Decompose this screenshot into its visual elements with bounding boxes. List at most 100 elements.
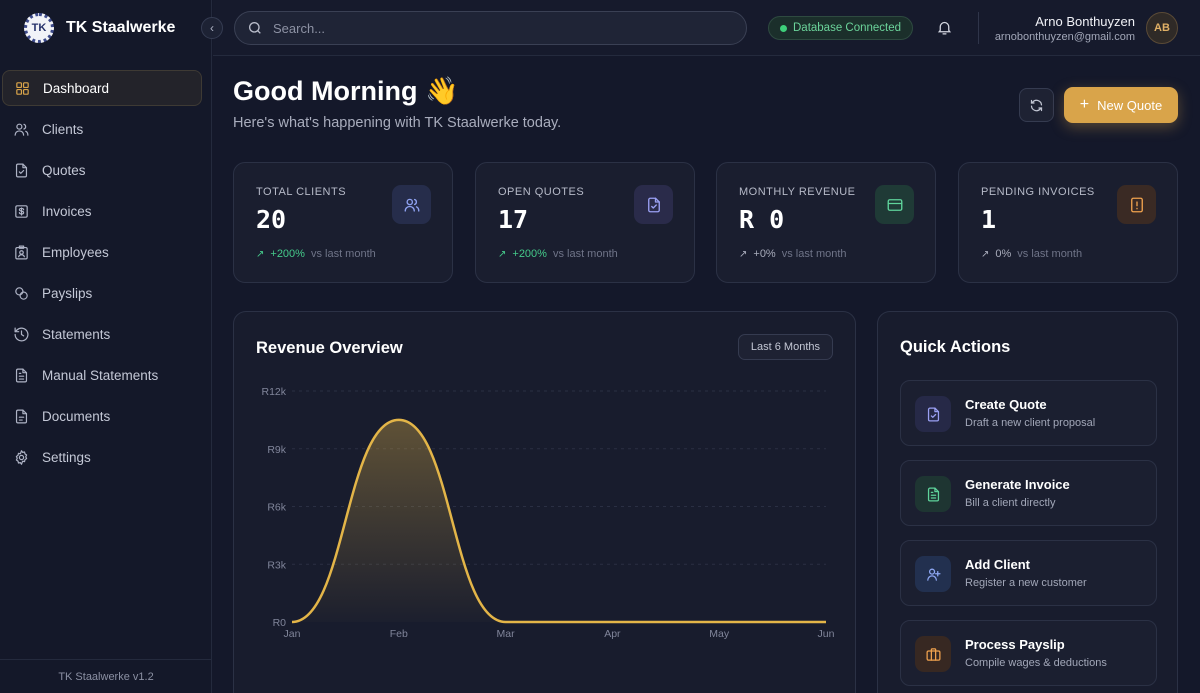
- brand-name: TK Staalwerke: [66, 19, 176, 36]
- y-tick-label: R9k: [267, 444, 286, 456]
- x-tick-label: May: [709, 628, 730, 640]
- alert-document-icon: [1117, 185, 1156, 224]
- document-check-icon: [915, 396, 951, 432]
- stat-trend: ↗ 0% vs last month: [981, 248, 1082, 260]
- revenue-area: [292, 419, 826, 622]
- y-tick-label: R6k: [267, 502, 286, 514]
- quick-actions-card: Quick Actions Create Quote Draft a new cl…: [877, 311, 1178, 693]
- y-tick-label: R3k: [267, 559, 286, 571]
- trending-icon: ↗: [981, 248, 990, 260]
- sidebar-item-invoices[interactable]: Invoices: [2, 193, 202, 229]
- stat-value: 20: [256, 205, 287, 234]
- topbar: Database Connected Arno Bonthuyzen arnob…: [213, 0, 1200, 56]
- refresh-button[interactable]: [1019, 88, 1054, 122]
- trend-note: vs last month: [1017, 248, 1083, 260]
- quick-action-description: Bill a client directly: [965, 497, 1056, 509]
- stat-card-pending-invoices: PENDING INVOICES 1 ↗ 0% vs last month: [958, 162, 1178, 283]
- x-tick-label: Jun: [818, 628, 835, 640]
- sidebar-item-documents[interactable]: Documents: [2, 398, 202, 434]
- sidebar-item-statements[interactable]: Statements: [2, 316, 202, 352]
- refresh-icon: [1030, 99, 1043, 111]
- stat-card-monthly-revenue: MONTHLY REVENUE R 0 ↗ +0% vs last month: [716, 162, 936, 283]
- trend-note: vs last month: [310, 248, 376, 260]
- history-icon: [12, 325, 30, 343]
- database-status-text: Database Connected: [793, 22, 902, 34]
- stat-label: MONTHLY REVENUE: [739, 186, 856, 198]
- sidebar-item-label: Invoices: [42, 203, 92, 219]
- quick-action-create-quote[interactable]: Create Quote Draft a new client proposal: [900, 380, 1157, 446]
- sidebar-item-label: Payslips: [42, 285, 93, 301]
- chart-title: Revenue Overview: [256, 339, 403, 357]
- page-subtitle: Here's what's happening with TK Staalwer…: [233, 115, 562, 131]
- quick-action-label: Process Payslip: [965, 637, 1065, 652]
- quick-action-label: Create Quote: [965, 397, 1047, 412]
- stat-value: 17: [498, 205, 529, 234]
- x-tick-label: Feb: [390, 628, 408, 640]
- trend-value: 0%: [995, 248, 1012, 260]
- document-check-icon: [12, 161, 30, 179]
- document-icon: [12, 407, 30, 425]
- sidebar-item-label: Statements: [42, 326, 111, 342]
- badge-icon: [12, 243, 30, 261]
- user-avatar[interactable]: AB: [1146, 12, 1178, 44]
- stat-label: PENDING INVOICES: [981, 186, 1095, 198]
- search-input[interactable]: [273, 20, 713, 36]
- page-title: Good Morning 👋: [233, 76, 459, 106]
- quick-action-generate-invoice[interactable]: Generate Invoice Bill a client directly: [900, 460, 1157, 526]
- document-lines-icon: [12, 366, 30, 384]
- new-quote-button[interactable]: + New Quote: [1064, 87, 1178, 123]
- coins-icon: [12, 284, 30, 302]
- stat-label: OPEN QUOTES: [498, 186, 585, 198]
- sidebar-item-clients[interactable]: Clients: [2, 111, 202, 147]
- collapse-sidebar-button[interactable]: ‹: [201, 17, 223, 39]
- sidebar-nav: Dashboard Clients Quotes Invoices Employees P…: [0, 70, 212, 480]
- sidebar-item-dashboard[interactable]: Dashboard: [2, 70, 202, 106]
- briefcase-icon: [915, 636, 951, 672]
- sidebar-item-manual-statements[interactable]: Manual Statements: [2, 357, 202, 393]
- quick-action-label: Add Client: [965, 557, 1030, 572]
- sidebar-item-employees[interactable]: Employees: [2, 234, 202, 270]
- user-email: arnobonthuyzen@gmail.com: [994, 31, 1135, 43]
- sidebar: TK TK Staalwerke Dashboard Clients Quotes I…: [0, 0, 212, 693]
- search-box[interactable]: [234, 11, 747, 45]
- sidebar-item-label: Clients: [42, 121, 84, 137]
- sidebar-item-label: Documents: [42, 408, 111, 424]
- dollar-icon: [12, 202, 30, 220]
- notifications-button[interactable]: [934, 17, 954, 37]
- y-tick-label: R12k: [261, 386, 286, 398]
- stat-card-total-clients: TOTAL CLIENTS 20 ↗ +200% vs last month: [233, 162, 453, 283]
- stat-trend: ↗ +0% vs last month: [739, 248, 847, 260]
- sidebar-item-settings[interactable]: Settings: [2, 439, 202, 475]
- x-tick-label: Apr: [604, 628, 621, 640]
- sidebar-item-label: Employees: [42, 244, 109, 260]
- trending-icon: ↗: [256, 248, 265, 260]
- stat-trend: ↗ +200% vs last month: [498, 248, 618, 260]
- new-quote-label: New Quote: [1097, 97, 1163, 113]
- sidebar-item-payslips[interactable]: Payslips: [2, 275, 202, 311]
- trending-icon: ↗: [498, 248, 507, 260]
- search-icon: [249, 22, 261, 34]
- x-tick-label: Jan: [284, 628, 301, 640]
- sidebar-item-quotes[interactable]: Quotes: [2, 152, 202, 188]
- quick-action-description: Compile wages & deductions: [965, 657, 1107, 669]
- trend-value: +0%: [753, 248, 776, 260]
- revenue-chart: R0 R3k R6k R9k R12k Jan Feb Mar Apr May Jun: [261, 386, 835, 640]
- divider: [978, 12, 979, 44]
- sidebar-item-label: Settings: [42, 449, 91, 465]
- stat-card-open-quotes: OPEN QUOTES 17 ↗ +200% vs last month: [475, 162, 695, 283]
- revenue-overview-card: Revenue Overview Last 6 Months R0 R3k R6k R…: [233, 311, 856, 693]
- stat-value: R 0: [739, 205, 785, 234]
- x-tick-label: Mar: [497, 628, 516, 640]
- quick-action-process-payslip[interactable]: Process Payslip Compile wages & deduction…: [900, 620, 1157, 686]
- document-lines-icon: [915, 476, 951, 512]
- trend-note: vs last month: [781, 248, 847, 260]
- users-icon: [392, 185, 431, 224]
- user-name: Arno Bonthuyzen: [1035, 14, 1135, 29]
- quick-action-add-client[interactable]: Add Client Register a new customer: [900, 540, 1157, 606]
- trend-value: +200%: [512, 248, 547, 260]
- range-selector[interactable]: Last 6 Months: [737, 334, 833, 360]
- sidebar-item-label: Manual Statements: [42, 367, 159, 383]
- brand[interactable]: TK TK Staalwerke: [0, 0, 212, 56]
- database-status-badge: Database Connected: [768, 16, 914, 40]
- credit-card-icon: [875, 185, 914, 224]
